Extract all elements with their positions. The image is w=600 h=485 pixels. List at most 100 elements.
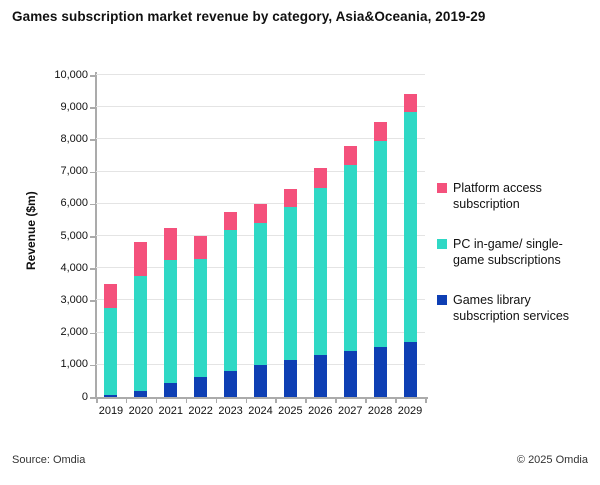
bar-segment-2023	[224, 371, 238, 397]
gridline-10000	[96, 74, 425, 75]
legend-item-pc-in-game: PC in-game/ single- game subscriptions	[437, 236, 595, 268]
bar-segment-2029	[403, 342, 417, 397]
y-tick-label-0: 0	[81, 390, 88, 403]
x-tick-mark-2	[155, 399, 158, 403]
y-tick-label-5000: 5,000	[60, 229, 88, 242]
y-tick-mark-3000	[90, 300, 95, 302]
bar-segment-2028	[373, 347, 387, 397]
y-tick-label-4000: 4,000	[60, 261, 88, 274]
bar-segment-2024	[254, 364, 267, 397]
x-tick-label-2021: 2021	[158, 405, 183, 417]
gridline-8000	[96, 138, 425, 140]
bar-segment-2022	[194, 377, 208, 397]
y-tick-mark-10000	[90, 75, 95, 77]
x-tick-label-2025: 2025	[278, 405, 303, 417]
source-note: Source: Omdia	[12, 454, 86, 466]
bar-segment-2021	[164, 227, 178, 261]
x-tick-mark-0	[96, 399, 98, 403]
plot-area	[96, 74, 425, 397]
bar-segment-2020	[134, 390, 148, 397]
bar-segment-2026	[313, 355, 327, 397]
x-tick-label-2029: 2029	[397, 405, 423, 417]
y-tick-label-1000: 1,000	[60, 358, 88, 371]
gridline-7000	[96, 170, 425, 172]
bar-segment-2023	[224, 229, 238, 372]
x-tick-mark-5	[245, 399, 248, 403]
x-tick-mark-3	[185, 399, 188, 403]
chart-title: Games subscription market revenue by cat…	[12, 9, 486, 24]
bar-segment-2019	[104, 308, 118, 396]
x-tick-mark-6	[275, 399, 277, 403]
bar-segment-2022	[194, 258, 208, 378]
y-tick-mark-7000	[90, 171, 95, 174]
x-tick-label-2028: 2028	[367, 405, 393, 417]
y-tick-mark-0	[90, 397, 95, 399]
x-tick-label-2019: 2019	[98, 405, 124, 417]
legend-swatch-games-library	[437, 295, 447, 305]
y-tick-mark-1000	[90, 364, 95, 367]
bar-segment-2028	[373, 141, 387, 348]
bar-segment-2021	[164, 382, 178, 397]
y-axis-line	[95, 72, 97, 399]
legend-swatch-pc-in-game	[437, 239, 447, 249]
bar-segment-2024	[254, 223, 267, 365]
legend-label-platform-access: Platform access subscription	[453, 181, 542, 211]
bar-segment-2019	[104, 395, 118, 397]
bar-segment-2027	[343, 351, 357, 397]
legend-item-games-library: Games library subscription services	[437, 292, 595, 324]
bar-segment-2029	[403, 112, 417, 343]
x-tick-mark-8	[335, 399, 337, 403]
x-tick-label-2027: 2027	[337, 405, 363, 417]
bar-segment-2020	[134, 242, 148, 277]
x-tick-mark-7	[305, 399, 307, 403]
bar-segment-2019	[104, 284, 118, 309]
y-tick-label-9000: 9,000	[60, 100, 88, 113]
y-tick-label-7000: 7,000	[60, 165, 88, 178]
x-axis-line	[91, 397, 428, 399]
y-tick-mark-8000	[90, 139, 95, 141]
bar-segment-2029	[403, 94, 417, 113]
y-tick-mark-2000	[90, 332, 95, 335]
bar-segment-2026	[313, 168, 327, 188]
y-tick-label-8000: 8,000	[60, 132, 88, 145]
gridline-9000	[96, 106, 425, 108]
bar-segment-2026	[313, 187, 327, 356]
y-tick-label-6000: 6,000	[60, 197, 88, 210]
x-tick-label-2022: 2022	[188, 405, 213, 417]
bar-segment-2028	[373, 121, 387, 142]
bar-segment-2025	[283, 189, 297, 208]
legend-swatch-platform-access	[437, 183, 447, 193]
copyright-note: © 2025 Omdia	[516, 454, 588, 466]
y-tick-mark-9000	[90, 107, 95, 109]
legend-label-pc-in-game: PC in-game/ single- game subscriptions	[453, 237, 563, 267]
bar-segment-2027	[343, 165, 357, 352]
y-tick-mark-4000	[90, 268, 95, 270]
bar-segment-2024	[254, 203, 267, 224]
y-tick-label-3000: 3,000	[60, 293, 88, 306]
bar-segment-2025	[283, 207, 297, 360]
y-tick-label-2000: 2,000	[60, 326, 88, 339]
bar-segment-2025	[283, 359, 297, 397]
x-tick-mark-10	[395, 399, 397, 403]
bar-segment-2023	[224, 211, 238, 230]
legend: Platform access subscription PC in-game/…	[437, 180, 595, 348]
y-tick-label-10000: 10,000	[54, 68, 88, 81]
bar-segment-2022	[194, 236, 208, 259]
x-tick-mark-4	[215, 399, 218, 403]
legend-item-platform-access: Platform access subscription	[437, 180, 595, 212]
gridline-6000	[96, 202, 425, 204]
x-tick-label-2024: 2024	[248, 405, 273, 417]
x-tick-mark-11	[425, 399, 427, 403]
x-tick-mark-1	[125, 399, 128, 403]
x-tick-mark-9	[365, 399, 367, 403]
x-tick-label-2026: 2026	[308, 405, 333, 417]
y-tick-mark-5000	[90, 236, 95, 238]
bar-segment-2020	[134, 276, 148, 391]
y-tick-mark-6000	[90, 203, 95, 206]
bar-segment-2027	[343, 145, 357, 166]
x-tick-label-2020: 2020	[128, 405, 154, 417]
legend-label-games-library: Games library subscription services	[453, 293, 570, 323]
bar-segment-2021	[164, 260, 178, 383]
x-tick-label-2023: 2023	[218, 405, 243, 417]
